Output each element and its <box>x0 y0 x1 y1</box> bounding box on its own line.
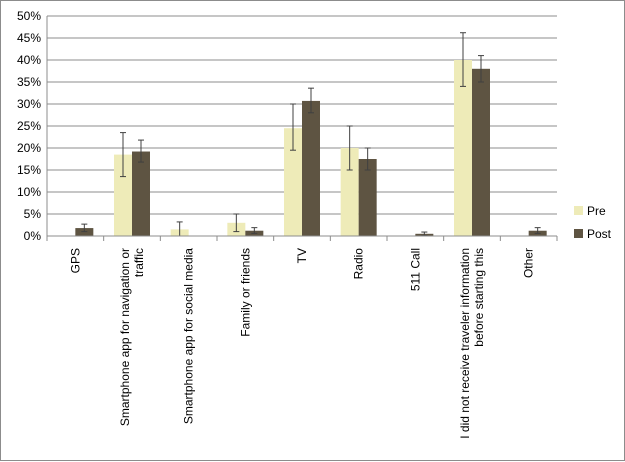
y-tick-label: 45% <box>17 31 41 45</box>
y-tick-label: 25% <box>17 119 41 133</box>
x-category-label: Smartphone app for navigation or <box>118 248 132 426</box>
bar-post <box>358 159 377 236</box>
y-tick-label: 40% <box>17 53 41 67</box>
y-tick-label: 15% <box>17 163 41 177</box>
y-tick-label: 30% <box>17 97 41 111</box>
x-category-label: GPS <box>68 248 82 273</box>
x-category-label: 511 Call <box>408 248 422 291</box>
x-category-label: before starting this <box>472 248 486 347</box>
x-category-label: Other <box>522 248 536 278</box>
y-axis: 0% 5% 10% 15% 20% 25% 30% 35% 40% 45% 50% <box>17 9 48 243</box>
error-bars <box>81 32 541 237</box>
bar-pre <box>114 154 132 236</box>
y-tick-label: 0% <box>24 229 42 243</box>
y-tick-label: 20% <box>17 141 41 155</box>
bar-pre <box>284 128 302 236</box>
legend-label-pre: Pre <box>587 204 606 218</box>
x-category-label: I did not receive traveler information <box>458 248 472 439</box>
y-tick-label: 35% <box>17 75 41 89</box>
x-category-label: Radio <box>352 248 366 280</box>
x-category-label: TV <box>295 248 309 263</box>
legend-label-post: Post <box>587 227 612 241</box>
x-axis: GPS Smartphone app for navigation or traff… <box>46 235 558 439</box>
x-category-label: Smartphone app for social media <box>182 248 196 424</box>
bar-post <box>132 151 150 236</box>
legend: Pre Post <box>574 204 612 241</box>
legend-swatch-post <box>574 229 583 238</box>
y-tick-label: 5% <box>24 207 42 221</box>
bar-pre <box>454 60 472 236</box>
y-tick-label: 10% <box>17 185 41 199</box>
y-tick-label: 50% <box>17 9 41 23</box>
x-category-label: traffic <box>132 248 146 277</box>
bar-post <box>472 68 490 236</box>
x-category-label: Family or friends <box>238 248 252 337</box>
bar-pre <box>340 148 359 236</box>
bar-post <box>302 100 320 236</box>
legend-swatch-pre <box>574 206 583 215</box>
